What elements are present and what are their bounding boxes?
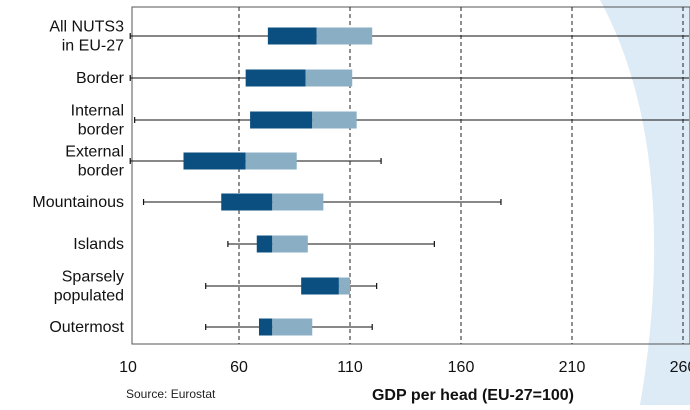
box-series	[129, 27, 689, 336]
source-note: Source: Eurostat	[126, 387, 216, 401]
box-upper-quartile	[272, 235, 308, 253]
box-upper-quartile	[245, 152, 297, 170]
x-tick-label-110: 110	[337, 359, 363, 376]
category-label-line: border	[78, 163, 125, 180]
category-label: Border	[76, 70, 125, 87]
box-upper-quartile	[272, 318, 313, 336]
plot-frame	[131, 6, 690, 345]
category-label-line: populated	[54, 288, 124, 305]
category-label-line: External	[65, 144, 124, 161]
box-upper-quartile	[312, 111, 357, 129]
box-row-3	[129, 152, 382, 170]
category-label-line: Islands	[73, 236, 124, 253]
box-lower-quartile	[250, 111, 313, 129]
x-tick-label-210: 210	[559, 359, 586, 376]
box-row-0	[129, 27, 689, 45]
x-axis-title: GDP per head (EU-27=100)	[372, 387, 574, 404]
category-label-line: Border	[76, 70, 125, 87]
category-label: Outermost	[49, 319, 124, 336]
x-tick-label-60: 60	[230, 359, 248, 376]
category-label-line: Sparsely	[62, 269, 124, 286]
box-row-2	[134, 111, 689, 129]
category-label-line: Outermost	[49, 319, 124, 336]
category-label: All NUTS3 in EU-27	[49, 19, 124, 55]
category-label: Sparsely populated	[54, 269, 124, 305]
category-label-line: All NUTS3	[49, 19, 124, 36]
box-row-6	[205, 277, 378, 295]
box-upper-quartile	[338, 277, 350, 295]
category-label: External border	[65, 144, 124, 180]
box-lower-quartile	[245, 69, 306, 87]
x-tick-labels: 10 60 110 160 210 260	[119, 359, 690, 376]
box-upper-quartile	[272, 193, 324, 211]
box-lower-quartile	[221, 193, 273, 211]
box-row-4	[142, 193, 502, 211]
background-swoosh	[600, 0, 690, 405]
x-tick-label-160: 160	[448, 359, 475, 376]
x-tick-label-10: 10	[119, 359, 137, 376]
box-row-1	[129, 69, 689, 87]
category-label: Islands	[73, 236, 124, 253]
box-lower-quartile	[301, 277, 339, 295]
category-label-line: border	[78, 122, 125, 139]
category-label-line: in EU-27	[62, 38, 124, 55]
category-label: Mountainous	[32, 194, 124, 211]
box-lower-quartile	[183, 152, 246, 170]
box-upper-quartile	[305, 69, 353, 87]
box-lower-quartile	[267, 27, 317, 45]
category-label: Internal border	[71, 103, 125, 139]
box-lower-quartile	[256, 235, 273, 253]
box-row-5	[227, 235, 435, 253]
box-row-7	[205, 318, 373, 336]
category-label-line: Mountainous	[32, 194, 124, 211]
box-lower-quartile	[258, 318, 273, 336]
category-label-line: Internal	[71, 103, 124, 120]
box-upper-quartile	[316, 27, 373, 45]
x-tick-label-260: 260	[670, 359, 690, 376]
